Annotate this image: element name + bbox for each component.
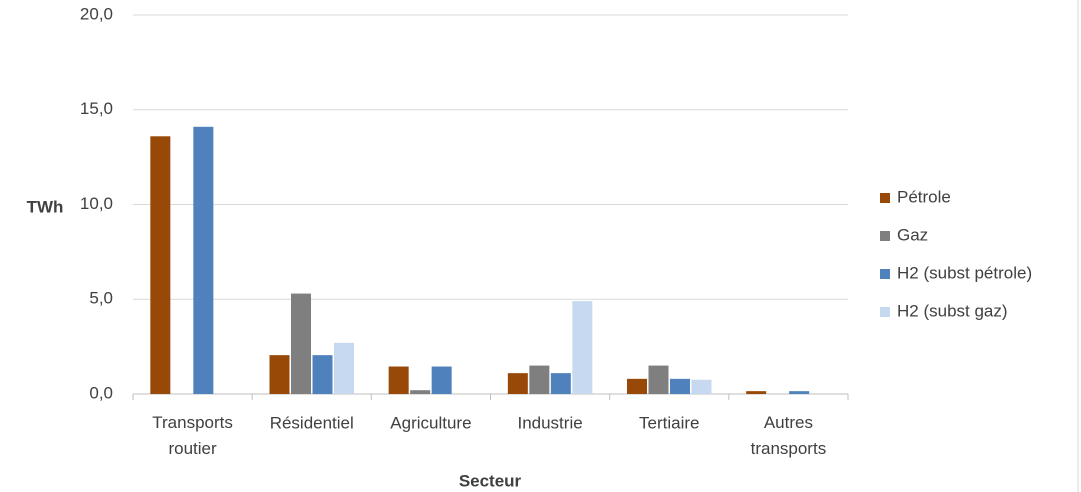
bar <box>507 373 528 394</box>
bar <box>550 373 571 394</box>
legend-label: Pétrole <box>897 187 951 206</box>
bar <box>572 301 593 394</box>
y-tick-label: 15,0 <box>80 99 113 118</box>
bar <box>431 366 452 394</box>
x-tick-label: Autres transports <box>751 413 827 458</box>
x-tick-label: Transports routier <box>152 413 233 458</box>
legend-swatch <box>880 193 890 203</box>
y-tick-label: 20,0 <box>80 4 113 23</box>
bar <box>691 379 712 394</box>
x-tick-label: Tertiaire <box>639 413 699 432</box>
x-axis-label: Secteur <box>459 471 522 490</box>
bar <box>269 355 290 394</box>
bar <box>627 378 647 394</box>
legend-label: Gaz <box>897 225 928 244</box>
y-tick-label: 10,0 <box>80 194 113 213</box>
bar <box>648 365 669 394</box>
bar <box>193 126 214 395</box>
bar <box>312 355 333 394</box>
y-axis-label: TWh <box>27 197 64 216</box>
bar <box>291 293 311 394</box>
x-tick-label: Industrie <box>517 413 582 432</box>
legend-label: H2 (subst gaz) <box>897 301 1008 320</box>
bar <box>529 365 550 394</box>
y-tick-label: 0,0 <box>89 383 113 402</box>
x-tick-label: Résidentiel <box>270 413 354 432</box>
bar <box>334 342 354 394</box>
bar <box>410 390 431 394</box>
bar <box>150 136 171 394</box>
bar <box>670 378 690 394</box>
legend-swatch <box>880 231 890 241</box>
y-tick-label: 5,0 <box>89 289 113 308</box>
legend-swatch <box>880 269 890 279</box>
bar <box>388 366 409 394</box>
bar <box>746 391 767 394</box>
x-tick-label: Agriculture <box>390 413 471 432</box>
legend-swatch <box>880 307 890 317</box>
bar <box>789 391 810 394</box>
legend-label: H2 (subst pétrole) <box>897 263 1032 282</box>
